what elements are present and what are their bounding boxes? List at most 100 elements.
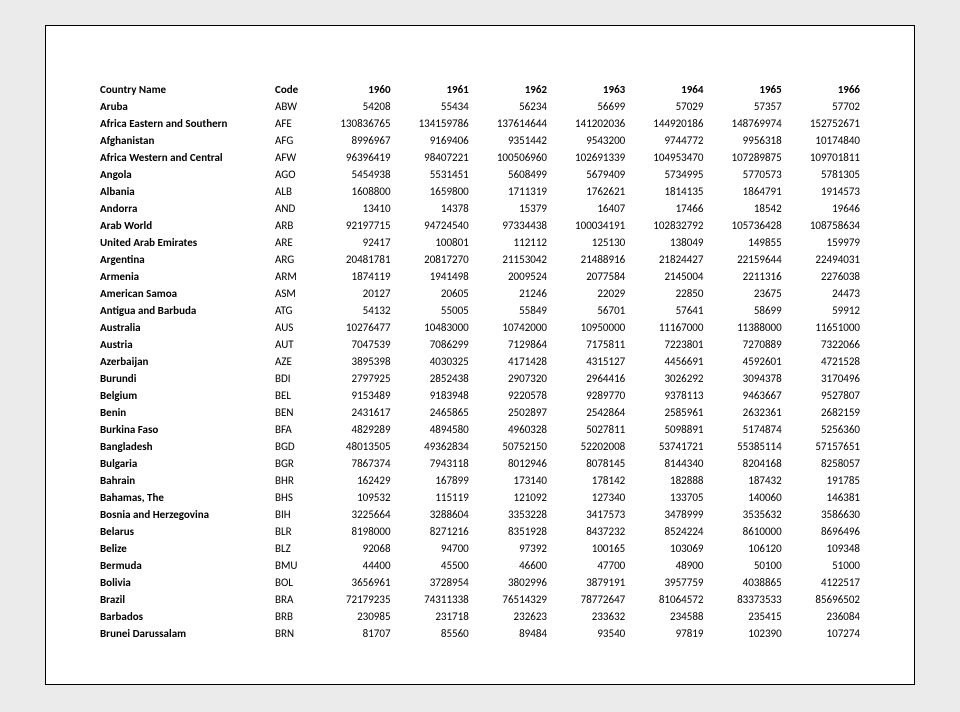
cell-value: 92197715 bbox=[316, 217, 394, 234]
table-row: United Arab EmiratesARE92417100801112112… bbox=[96, 234, 864, 251]
cell-country-name: Arab World bbox=[96, 217, 271, 234]
cell-value: 17466 bbox=[629, 200, 707, 217]
cell-value: 45500 bbox=[395, 557, 473, 574]
cell-value: 2964416 bbox=[551, 370, 629, 387]
cell-code: ALB bbox=[271, 183, 316, 200]
cell-value: 7223801 bbox=[629, 336, 707, 353]
cell-value: 57357 bbox=[707, 98, 785, 115]
cell-value: 2797925 bbox=[316, 370, 394, 387]
cell-code: BIH bbox=[271, 506, 316, 523]
cell-value: 83373533 bbox=[707, 591, 785, 608]
cell-country-name: Albania bbox=[96, 183, 271, 200]
cell-value: 56699 bbox=[551, 98, 629, 115]
cell-value: 55005 bbox=[395, 302, 473, 319]
cell-country-name: Aruba bbox=[96, 98, 271, 115]
table-row: BermudaBMU444004550046600477004890050100… bbox=[96, 557, 864, 574]
cell-value: 8610000 bbox=[707, 523, 785, 540]
cell-value: 8696496 bbox=[786, 523, 864, 540]
cell-code: BHR bbox=[271, 472, 316, 489]
cell-value: 2009524 bbox=[473, 268, 551, 285]
cell-code: BEL bbox=[271, 387, 316, 404]
cell-value: 8271216 bbox=[395, 523, 473, 540]
cell-value: 235415 bbox=[707, 608, 785, 625]
cell-value: 231718 bbox=[395, 608, 473, 625]
cell-value: 92417 bbox=[316, 234, 394, 251]
cell-code: AZE bbox=[271, 353, 316, 370]
table-row: Arab WorldARB921977159472454097334438100… bbox=[96, 217, 864, 234]
cell-value: 24473 bbox=[786, 285, 864, 302]
cell-value: 138049 bbox=[629, 234, 707, 251]
cell-code: ARM bbox=[271, 268, 316, 285]
cell-code: BEN bbox=[271, 404, 316, 421]
cell-value: 102832792 bbox=[629, 217, 707, 234]
cell-value: 144920186 bbox=[629, 115, 707, 132]
cell-value: 10742000 bbox=[473, 319, 551, 336]
cell-value: 49362834 bbox=[395, 438, 473, 455]
cell-country-name: Austria bbox=[96, 336, 271, 353]
cell-value: 8144340 bbox=[629, 455, 707, 472]
cell-value: 8198000 bbox=[316, 523, 394, 540]
table-row: BurundiBDI279792528524382907320296441630… bbox=[96, 370, 864, 387]
cell-value: 9289770 bbox=[551, 387, 629, 404]
cell-value: 11388000 bbox=[707, 319, 785, 336]
cell-value: 5679409 bbox=[551, 166, 629, 183]
cell-value: 109348 bbox=[786, 540, 864, 557]
cell-value: 236084 bbox=[786, 608, 864, 625]
cell-country-name: Bosnia and Herzegovina bbox=[96, 506, 271, 523]
cell-value: 57641 bbox=[629, 302, 707, 319]
cell-value: 125130 bbox=[551, 234, 629, 251]
table-row: BelizeBLZ9206894700973921001651030691061… bbox=[96, 540, 864, 557]
cell-value: 50752150 bbox=[473, 438, 551, 455]
cell-value: 44400 bbox=[316, 557, 394, 574]
cell-value: 98407221 bbox=[395, 149, 473, 166]
cell-code: ARE bbox=[271, 234, 316, 251]
cell-value: 53741721 bbox=[629, 438, 707, 455]
cell-value: 58699 bbox=[707, 302, 785, 319]
cell-value: 121092 bbox=[473, 489, 551, 506]
table-row: Antigua and BarbudaATG541325500555849567… bbox=[96, 302, 864, 319]
cell-value: 7086299 bbox=[395, 336, 473, 353]
cell-value: 3802996 bbox=[473, 574, 551, 591]
cell-country-name: American Samoa bbox=[96, 285, 271, 302]
cell-value: 89484 bbox=[473, 625, 551, 642]
table-row: ArubaABW54208554345623456699570295735757… bbox=[96, 98, 864, 115]
col-header-1964: 1964 bbox=[629, 81, 707, 98]
cell-value: 159979 bbox=[786, 234, 864, 251]
cell-value: 3094378 bbox=[707, 370, 785, 387]
cell-value: 2542864 bbox=[551, 404, 629, 421]
cell-value: 107274 bbox=[786, 625, 864, 642]
cell-value: 9351442 bbox=[473, 132, 551, 149]
cell-code: BFA bbox=[271, 421, 316, 438]
table-row: ArgentinaARG2048178120817270211530422148… bbox=[96, 251, 864, 268]
cell-country-name: Barbados bbox=[96, 608, 271, 625]
cell-value: 56701 bbox=[551, 302, 629, 319]
cell-value: 74311338 bbox=[395, 591, 473, 608]
cell-value: 81707 bbox=[316, 625, 394, 642]
col-header-1962: 1962 bbox=[473, 81, 551, 98]
cell-value: 97334438 bbox=[473, 217, 551, 234]
cell-code: BHS bbox=[271, 489, 316, 506]
cell-value: 9543200 bbox=[551, 132, 629, 149]
cell-value: 9527807 bbox=[786, 387, 864, 404]
cell-value: 187432 bbox=[707, 472, 785, 489]
cell-value: 13410 bbox=[316, 200, 394, 217]
cell-value: 47700 bbox=[551, 557, 629, 574]
col-header-1965: 1965 bbox=[707, 81, 785, 98]
data-table-page: Country Name Code 1960 1961 1962 1963 19… bbox=[45, 25, 915, 685]
cell-value: 7175811 bbox=[551, 336, 629, 353]
cell-value: 3895398 bbox=[316, 353, 394, 370]
cell-code: ATG bbox=[271, 302, 316, 319]
cell-value: 57157651 bbox=[786, 438, 864, 455]
cell-value: 2585961 bbox=[629, 404, 707, 421]
cell-code: BGR bbox=[271, 455, 316, 472]
table-row: AustriaAUT704753970862997129864717581172… bbox=[96, 336, 864, 353]
cell-value: 10483000 bbox=[395, 319, 473, 336]
cell-value: 8437232 bbox=[551, 523, 629, 540]
cell-value: 72179235 bbox=[316, 591, 394, 608]
cell-value: 22159644 bbox=[707, 251, 785, 268]
cell-value: 182888 bbox=[629, 472, 707, 489]
cell-value: 7943118 bbox=[395, 455, 473, 472]
cell-value: 10174840 bbox=[786, 132, 864, 149]
cell-country-name: Brunei Darussalam bbox=[96, 625, 271, 642]
cell-value: 1659800 bbox=[395, 183, 473, 200]
